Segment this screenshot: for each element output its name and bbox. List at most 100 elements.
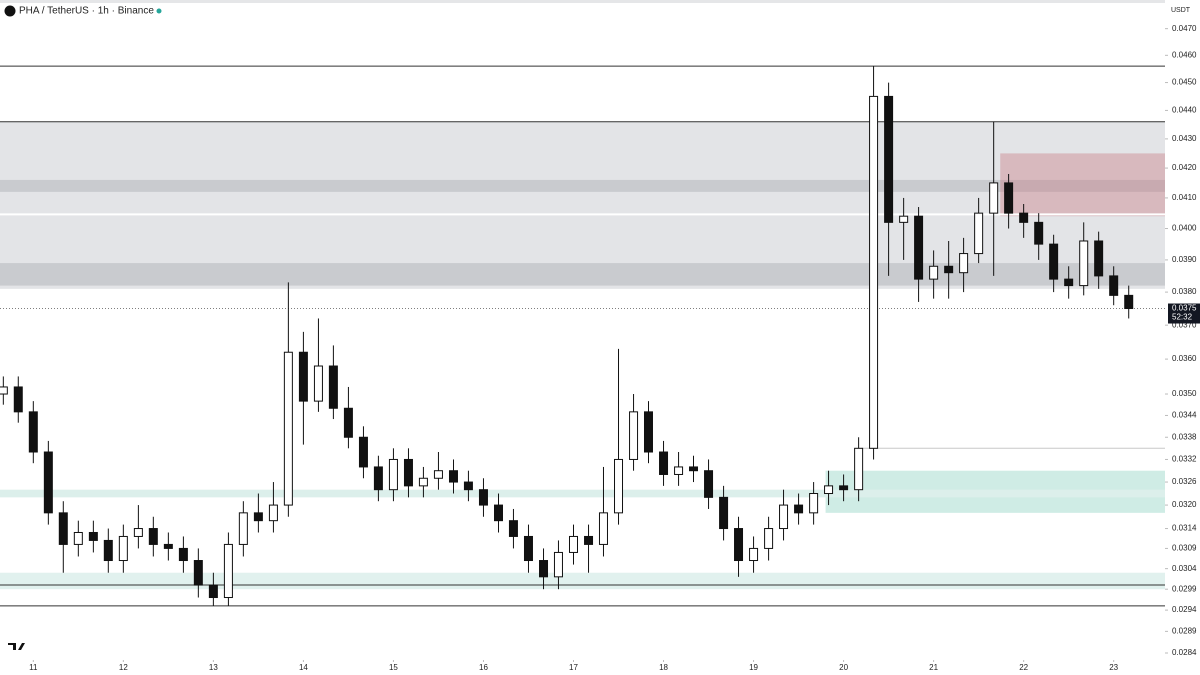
x-tick-label: 13: [209, 663, 218, 672]
candle-body: [584, 535, 594, 545]
candle-body: [103, 539, 113, 562]
candle-body: [1109, 275, 1119, 296]
y-tick-label: 0.0350: [1172, 389, 1197, 398]
y-tick-label: 0.0460: [1172, 50, 1197, 59]
candle-body: [539, 560, 549, 578]
candle-body: [1124, 294, 1134, 310]
candle-body: [629, 411, 639, 460]
candle-body: [1079, 240, 1089, 287]
x-tick-label: 21: [929, 663, 938, 672]
candle-body: [28, 411, 38, 453]
candle-body: [448, 470, 458, 483]
y-tick-label: 0.0380: [1172, 287, 1197, 296]
zone: [0, 263, 1165, 286]
y-tick-label: 0.0430: [1172, 134, 1197, 143]
zone: [1000, 153, 1165, 217]
x-tick-label: 18: [659, 663, 668, 672]
candle-body: [1064, 278, 1074, 287]
y-tick-label: 0.0304: [1172, 564, 1197, 573]
y-tick-label: 0.0320: [1172, 500, 1197, 509]
candle-body: [794, 504, 804, 514]
y-tick-label: 0.0294: [1172, 605, 1197, 614]
candle-body: [208, 584, 218, 599]
x-tick-label: 15: [389, 663, 398, 672]
y-axis-unit: USDT: [1171, 7, 1191, 14]
candle-body: [704, 470, 714, 498]
candle-body: [253, 512, 263, 522]
candle-body: [824, 485, 834, 495]
candle-body: [719, 496, 729, 530]
candle-body: [238, 512, 248, 545]
y-tick-label: 0.0400: [1172, 224, 1197, 233]
candle-body: [43, 451, 53, 514]
zone: [0, 179, 1165, 192]
y-tick-label: 0.0440: [1172, 106, 1197, 115]
candle-body: [764, 528, 774, 549]
x-tick-label: 11: [29, 663, 38, 672]
candle-body: [298, 351, 308, 402]
candle-body: [568, 535, 578, 553]
x-tick-label: 17: [569, 663, 578, 672]
candle-body: [598, 512, 608, 545]
candle-body: [118, 535, 128, 562]
candle-body: [914, 215, 924, 280]
candle-body: [343, 407, 353, 438]
candle-body: [1019, 212, 1029, 223]
candle-body: [73, 531, 83, 545]
x-tick-label: 23: [1109, 663, 1118, 672]
candle-body: [0, 386, 8, 395]
y-tick-label: 0.0470: [1172, 24, 1197, 33]
y-tick-label: 0.0314: [1172, 524, 1197, 533]
candle-body: [884, 95, 894, 223]
candle-body: [839, 485, 849, 491]
candle-body: [899, 215, 909, 223]
x-tick-label: 22: [1019, 663, 1028, 672]
candle-body: [13, 386, 23, 413]
candle-body: [283, 351, 293, 506]
candle-body: [268, 504, 278, 522]
candle-body: [494, 504, 504, 522]
candle-body: [1034, 221, 1044, 245]
candle-body: [178, 547, 188, 562]
zone: [0, 121, 1165, 289]
candle-body: [478, 489, 488, 506]
tv-logo: [8, 643, 25, 650]
price-tag-label: 0.0375: [1172, 304, 1197, 313]
candle-body: [643, 411, 653, 453]
candle-body: [749, 547, 759, 562]
candle-body: [959, 253, 969, 274]
candle-body: [809, 493, 819, 514]
y-tick-label: 0.0370: [1172, 320, 1197, 329]
candle-body: [779, 504, 789, 530]
y-tick-label: 0.0420: [1172, 163, 1197, 172]
countdown-label: 52:32: [1172, 313, 1193, 322]
x-tick-label: 16: [479, 663, 488, 672]
top-border: [0, 0, 1165, 3]
candle-body: [944, 265, 954, 274]
candle-body: [463, 481, 473, 491]
candle-body: [403, 458, 413, 487]
market-status: [156, 8, 162, 14]
x-tick-label: 20: [839, 663, 848, 672]
x-tick-label: 12: [119, 663, 128, 672]
y-tick-label: 0.0344: [1172, 411, 1197, 420]
candle-body: [163, 543, 173, 549]
candle-body: [223, 543, 233, 599]
x-tick-label: 19: [749, 663, 758, 672]
zone: [0, 572, 1165, 590]
candle-body: [193, 560, 203, 586]
candle-body: [553, 551, 563, 578]
candle-body: [689, 466, 699, 472]
candle-body: [614, 458, 624, 514]
candle-body: [989, 182, 999, 214]
candle-body: [523, 535, 533, 562]
candle-body: [313, 365, 323, 402]
candle-body: [58, 512, 68, 545]
candle-body: [88, 531, 98, 541]
candle-body: [1004, 182, 1014, 214]
candle-body: [508, 520, 518, 537]
y-tick-label: 0.0410: [1172, 193, 1197, 202]
candle-body: [659, 451, 669, 475]
y-tick-label: 0.0332: [1172, 455, 1197, 464]
